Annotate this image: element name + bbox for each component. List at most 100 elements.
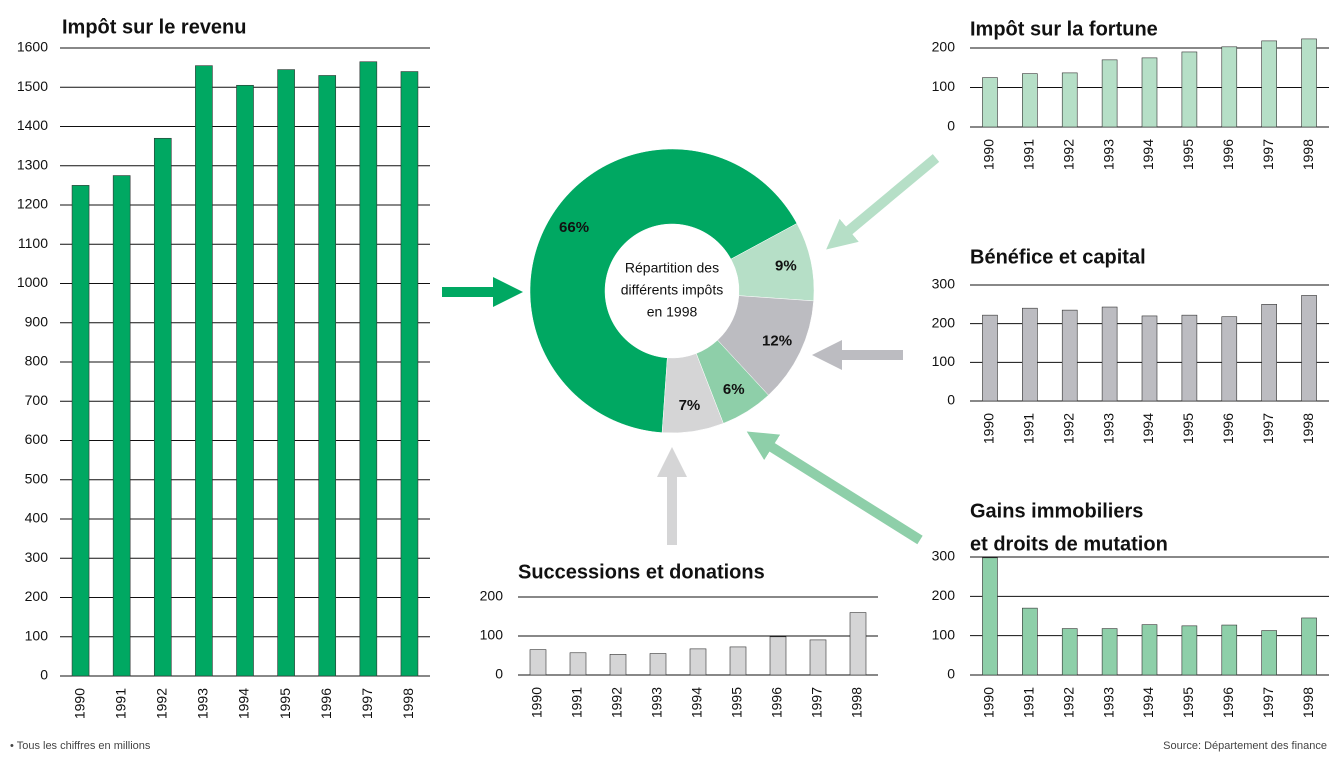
x-tick-label: 1997 [1260, 139, 1276, 170]
bar [1101, 628, 1118, 676]
pie-slice [661, 353, 724, 434]
y-tick-label: 300 [25, 549, 49, 565]
y-tick-label: 100 [480, 627, 504, 643]
chart-title: Gains immobiliers [970, 500, 1143, 522]
x-tick-label: 1991 [1021, 413, 1037, 444]
y-tick-label: 400 [25, 510, 49, 526]
center-label: Répartition des [625, 260, 719, 276]
x-tick-label: 1992 [153, 688, 169, 719]
y-tick-label: 200 [932, 587, 956, 603]
bar [1301, 38, 1317, 128]
bar [1022, 307, 1038, 402]
bar [1022, 73, 1038, 128]
bar [1261, 630, 1277, 676]
bar [982, 557, 998, 676]
x-tick-label: 1996 [1220, 139, 1236, 170]
bar [1181, 314, 1198, 402]
arrows [442, 154, 940, 545]
center-label: en 1998 [647, 304, 698, 320]
slice-label: 66% [559, 219, 589, 236]
x-tick-label: 1993 [1100, 687, 1116, 718]
bar [609, 654, 627, 676]
arrow [746, 431, 923, 545]
slice-label: 6% [723, 381, 745, 398]
pie-slice [529, 148, 798, 433]
bar [529, 649, 547, 676]
y-tick-label: 0 [947, 392, 955, 408]
x-tick-label: 1997 [809, 687, 825, 718]
arrow [826, 154, 940, 250]
bar [769, 636, 787, 676]
slice-label: 12% [762, 332, 792, 349]
chart-title: Bénéfice et capital [970, 246, 1146, 268]
bar [71, 185, 90, 677]
x-tick-label: 1996 [1220, 687, 1236, 718]
x-tick-label: 1993 [1100, 413, 1116, 444]
x-tick-label: 1990 [981, 139, 997, 170]
y-tick-label: 200 [480, 588, 504, 604]
x-tick-label: 1994 [1140, 139, 1156, 170]
y-tick-label: 200 [932, 314, 956, 330]
x-tick-label: 1990 [981, 413, 997, 444]
bar [1221, 624, 1238, 676]
y-tick-label: 800 [25, 353, 49, 369]
bar [359, 61, 378, 677]
x-tick-label: 1995 [1180, 413, 1196, 444]
y-tick-label: 0 [947, 118, 955, 134]
bar [849, 612, 867, 676]
footnote: • Tous les chiffres en millions [10, 740, 151, 752]
chart-title: Impôt sur le revenu [62, 16, 247, 38]
bar [112, 175, 131, 677]
bar [649, 653, 667, 676]
bar [236, 84, 254, 677]
bar [809, 639, 827, 676]
x-tick-label: 1994 [689, 687, 705, 718]
x-tick-label: 1993 [195, 688, 211, 719]
bar [1061, 309, 1078, 402]
chart-title: Successions et donations [518, 561, 765, 583]
chart-title: Impôt sur la fortune [970, 18, 1158, 40]
y-tick-label: 1400 [17, 117, 48, 133]
bar [982, 77, 998, 128]
y-tick-label: 1100 [18, 235, 48, 251]
x-tick-label: 1991 [1021, 139, 1037, 170]
y-tick-label: 900 [25, 313, 49, 329]
bar [1261, 40, 1277, 128]
bar [1181, 625, 1198, 676]
y-tick-label: 100 [25, 627, 49, 643]
x-tick-label: 1991 [1021, 687, 1037, 718]
x-tick-label: 1994 [1140, 413, 1156, 444]
slice-label: 7% [679, 397, 701, 414]
bar [1101, 59, 1118, 128]
y-tick-label: 200 [25, 588, 49, 604]
bar [569, 652, 587, 676]
bar [1221, 316, 1238, 402]
bar [153, 137, 172, 677]
source: Source: Département des finance [1163, 740, 1327, 752]
y-tick-label: 100 [932, 626, 956, 642]
y-tick-label: 200 [932, 39, 956, 55]
x-tick-label: 1995 [1180, 139, 1196, 170]
x-tick-label: 1991 [112, 688, 128, 719]
x-tick-label: 1993 [649, 687, 665, 718]
bar [1101, 306, 1118, 402]
x-tick-label: 1996 [769, 687, 785, 718]
x-tick-label: 1996 [318, 688, 334, 719]
x-tick-label: 1992 [609, 687, 625, 718]
bar [1301, 617, 1317, 676]
x-tick-label: 1998 [400, 688, 416, 719]
x-tick-label: 1998 [849, 687, 865, 718]
x-tick-label: 1998 [1300, 139, 1316, 170]
x-tick-label: 1997 [1260, 413, 1276, 444]
bar [982, 314, 998, 402]
y-tick-label: 1600 [17, 39, 48, 55]
bar [1022, 607, 1038, 676]
y-tick-label: 500 [25, 470, 49, 486]
slice-label: 9% [775, 257, 797, 274]
y-tick-label: 600 [25, 431, 49, 447]
y-tick-label: 0 [495, 666, 503, 682]
y-tick-label: 1200 [17, 196, 48, 212]
bar [1141, 624, 1158, 676]
y-tick-label: 1300 [17, 156, 48, 172]
